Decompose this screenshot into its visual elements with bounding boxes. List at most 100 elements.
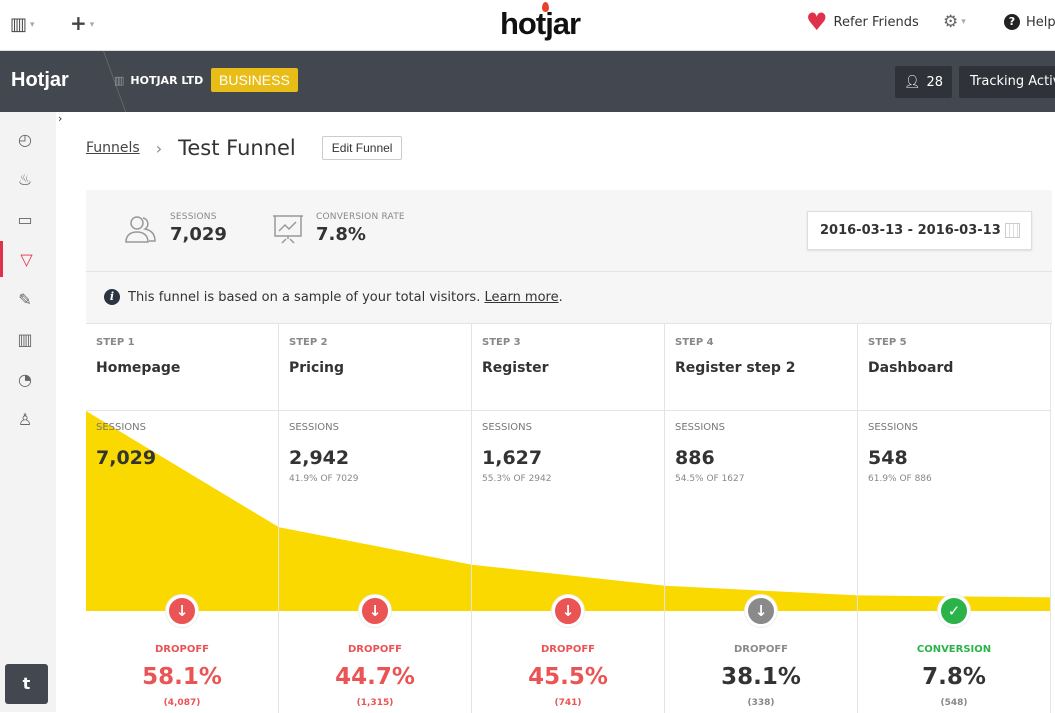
- org-label: HOTJAR LTD: [130, 74, 204, 87]
- polls-icon[interactable]: ▥: [17, 329, 33, 349]
- chevron-down-icon: ▾: [30, 20, 35, 30]
- chevron-right-icon: ›: [155, 138, 163, 158]
- step-number: STEP 2: [289, 337, 328, 348]
- result-value: 58.1%: [142, 664, 222, 690]
- arrow-down-icon: ↓: [745, 595, 777, 627]
- edit-funnel-button[interactable]: Edit Funnel: [321, 136, 403, 160]
- add-menu[interactable]: + ▾: [70, 11, 94, 35]
- step-name: Homepage: [96, 360, 181, 376]
- expand-sidebar-icon[interactable]: ›: [58, 112, 63, 125]
- arrow-down-icon: ↓: [166, 595, 198, 627]
- chevron-down-icon: ▾: [961, 17, 966, 27]
- step-number: STEP 1: [96, 337, 135, 348]
- step-number: STEP 3: [482, 337, 521, 348]
- question-icon: ?: [1004, 14, 1020, 30]
- breadcrumb: Funnels › Test Funnel Edit Funnel: [86, 136, 403, 160]
- settings-menu[interactable]: ⚙ ▾: [943, 12, 966, 32]
- building-icon: ▥: [114, 74, 125, 87]
- sessions-percent: 61.9% OF 886: [868, 474, 932, 484]
- sessions-label: SESSIONS: [170, 212, 217, 222]
- refer-friends-link[interactable]: ♥ Refer Friends: [806, 8, 919, 36]
- step-number: STEP 5: [868, 337, 907, 348]
- sessions-percent: 55.3% OF 2942: [482, 474, 552, 484]
- conversion-stat: CONVERSION RATE 7.8%: [272, 212, 405, 245]
- result-value: 38.1%: [721, 664, 801, 690]
- users-button[interactable]: 👤︎ 28: [895, 66, 952, 98]
- notice-suffix: .: [558, 289, 563, 305]
- step-header: STEP 5 Dashboard: [858, 324, 1050, 411]
- step-header: STEP 1 Homepage: [86, 324, 278, 411]
- conversion-value: 7.8%: [316, 224, 366, 245]
- funnels-link[interactable]: Funnels: [86, 140, 140, 156]
- result-count: (741): [554, 698, 582, 708]
- step-name: Register: [482, 360, 549, 376]
- sessions-label: SESSIONS: [482, 422, 533, 433]
- sessions-percent: 54.5% OF 1627: [675, 474, 745, 484]
- hotjar-logo[interactable]: hotjar: [500, 2, 581, 42]
- funnels-icon[interactable]: ▽: [0, 241, 50, 277]
- calendar-icon: [1005, 223, 1020, 238]
- recruiters-icon[interactable]: ♙: [17, 409, 33, 429]
- funnel-step-4[interactable]: STEP 4 Register step 2 SESSIONS 886 54.5…: [665, 324, 858, 713]
- org-name[interactable]: ▥ HOTJAR LTD: [114, 74, 203, 87]
- help-link[interactable]: ? Help: [1004, 14, 1055, 30]
- result-label: DROPOFF: [734, 644, 788, 655]
- result-value: 44.7%: [335, 664, 415, 690]
- sessions-value: 886: [675, 447, 715, 469]
- conversion-label: CONVERSION RATE: [316, 212, 405, 222]
- sessions-value: 7,029: [170, 224, 227, 245]
- result-count: (4,087): [163, 698, 201, 708]
- sessions-label: SESSIONS: [868, 422, 919, 433]
- sessions-value: 548: [868, 447, 908, 469]
- step-number: STEP 4: [675, 337, 714, 348]
- refer-label: Refer Friends: [833, 14, 919, 30]
- date-range-value: 2016-03-13 - 2016-03-13: [820, 223, 1001, 238]
- result-value: 45.5%: [528, 664, 608, 690]
- info-icon: i: [104, 289, 120, 305]
- sessions-label: SESSIONS: [289, 422, 340, 433]
- step-name: Dashboard: [868, 360, 954, 376]
- twitter-icon: t: [22, 674, 31, 693]
- recordings-icon[interactable]: ▭: [17, 209, 33, 229]
- sample-notice: i This funnel is based on a sample of yo…: [104, 289, 563, 305]
- step-header: STEP 2 Pricing: [279, 324, 471, 411]
- users-icon: [125, 215, 156, 243]
- sessions-value: 2,942: [289, 447, 350, 469]
- sessions-stat: SESSIONS 7,029: [124, 212, 227, 245]
- funnel-step-2[interactable]: STEP 2 Pricing SESSIONS 2,942 41.9% OF 7…: [279, 324, 472, 713]
- learn-more-link[interactable]: Learn more: [484, 289, 559, 305]
- sessions-label: SESSIONS: [96, 422, 147, 433]
- funnel-area: [86, 411, 1051, 611]
- presentation-chart-icon: [273, 214, 303, 244]
- brand[interactable]: Hotjar: [11, 69, 69, 91]
- step-name: Register step 2: [675, 360, 796, 376]
- tracking-status-button[interactable]: Tracking Active: [959, 66, 1055, 98]
- plus-icon: +: [70, 11, 87, 35]
- result-label: DROPOFF: [155, 644, 209, 655]
- twitter-button[interactable]: t: [5, 664, 48, 704]
- stats-row: SESSIONS 7,029 CONVERSION RATE 7.8% 2016-0…: [86, 190, 1052, 272]
- funnel-step-1[interactable]: STEP 1 Homepage SESSIONS 7,029 ↓ DROPOFF…: [86, 324, 279, 713]
- heatmaps-icon[interactable]: ♨: [17, 169, 33, 189]
- chevron-down-icon: ▾: [89, 19, 95, 30]
- notice-text: This funnel is based on a sample of your…: [128, 289, 481, 305]
- result-count: (1,315): [356, 698, 394, 708]
- forms-icon[interactable]: ✎: [18, 289, 32, 309]
- sessions-percent: 41.9% OF 7029: [289, 474, 359, 484]
- plan-badge[interactable]: BUSINESS: [211, 68, 298, 92]
- step-header: STEP 4 Register step 2: [665, 324, 857, 411]
- logo-text: hotjar: [500, 6, 581, 41]
- surveys-icon[interactable]: ◔: [18, 369, 32, 389]
- sites-menu[interactable]: ▥ ▾: [10, 14, 35, 35]
- funnel-step-3[interactable]: STEP 3 Register SESSIONS 1,627 55.3% OF …: [472, 324, 665, 713]
- result-value: 7.8%: [922, 664, 986, 690]
- dashboard-icon[interactable]: ◴: [18, 129, 32, 149]
- funnel-step-5[interactable]: STEP 5 Dashboard SESSIONS 548 61.9% OF 8…: [858, 324, 1051, 713]
- user-icon: 👤︎: [903, 74, 921, 90]
- result-label: DROPOFF: [348, 644, 402, 655]
- result-count: (548): [940, 698, 968, 708]
- step-name: Pricing: [289, 360, 345, 376]
- heart-icon: ♥: [806, 8, 828, 36]
- date-range-picker[interactable]: 2016-03-13 - 2016-03-13: [807, 211, 1032, 250]
- result-count: (338): [747, 698, 775, 708]
